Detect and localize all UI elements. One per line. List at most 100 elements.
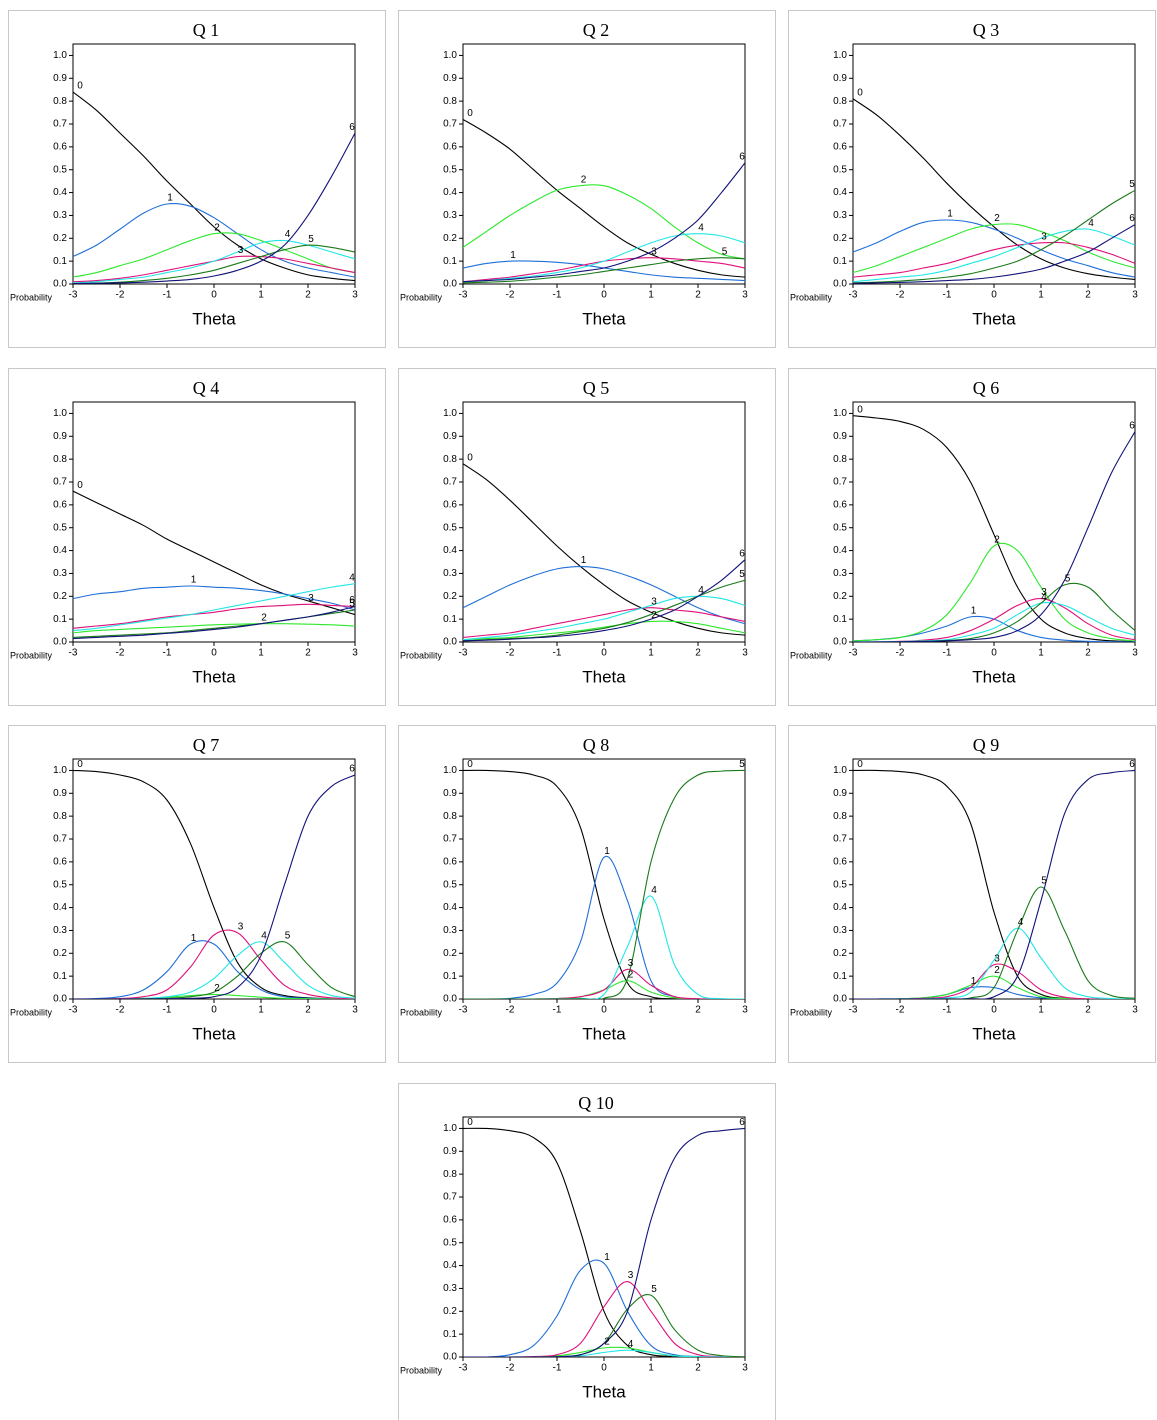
y-tick-label: 0.2 xyxy=(443,591,457,602)
y-tick-label: 1.0 xyxy=(833,408,847,419)
curve-label: 2 xyxy=(651,610,657,621)
y-tick-label: 0.7 xyxy=(443,477,457,488)
curve xyxy=(463,566,745,625)
curve-label: 1 xyxy=(581,555,587,566)
curve xyxy=(73,606,355,640)
chart-title: Q 2 xyxy=(583,20,610,40)
curves xyxy=(853,769,1135,999)
curve-label: 5 xyxy=(1041,876,1047,887)
curve xyxy=(463,1349,745,1357)
x-tick-label: -2 xyxy=(506,1005,515,1016)
chart-panel: Q 10 0.0 0.1 0.2 0.3 0.4 0.5 0.6 0.7 0.8 0.9 1.0 -3 -… xyxy=(398,1083,776,1420)
y-tick-label: 0.0 xyxy=(53,637,67,648)
y-tick-label: 1.0 xyxy=(443,765,457,776)
y-tick-label: 0.8 xyxy=(833,96,847,107)
curve xyxy=(463,968,745,999)
curve-label: 1 xyxy=(971,605,977,616)
y-tick-label: 0.3 xyxy=(53,925,67,936)
y-tick-label: 0.3 xyxy=(443,1283,457,1294)
y-tick-label: 0.7 xyxy=(833,834,847,845)
curve-label: 6 xyxy=(349,595,355,606)
y-tick-label: 0.7 xyxy=(53,119,67,130)
y-tick-label: 0.4 xyxy=(53,545,67,556)
x-tick-label: -2 xyxy=(506,1363,515,1374)
curve xyxy=(853,963,1135,999)
curve xyxy=(853,219,1135,278)
chart-title: Q 7 xyxy=(193,735,220,755)
curves xyxy=(73,91,355,284)
x-tick-label: -1 xyxy=(943,648,952,659)
y-tick-label: 1.0 xyxy=(833,50,847,61)
y-tick-label: 0.9 xyxy=(833,73,847,84)
x-tick-label: 3 xyxy=(742,648,748,659)
y-tick-label: 1.0 xyxy=(53,765,67,776)
y-tick-label: 0.1 xyxy=(53,614,67,625)
y-tick-label: 0.3 xyxy=(443,925,457,936)
x-tick-label: 3 xyxy=(1132,290,1138,301)
x-axis-label: Theta xyxy=(582,1024,626,1043)
y-tick-label: 0.3 xyxy=(443,568,457,579)
curve-label: 6 xyxy=(1129,759,1135,770)
x-tick-label: 0 xyxy=(601,1363,607,1374)
y-tick-label: 0.6 xyxy=(53,499,67,510)
curve xyxy=(463,118,745,278)
curve xyxy=(853,415,1135,642)
curves xyxy=(463,463,745,642)
curve-label: 4 xyxy=(349,572,355,583)
curves xyxy=(463,1127,745,1357)
curve-label: 0 xyxy=(467,108,473,119)
x-tick-label: 1 xyxy=(1038,1005,1044,1016)
curve-label: 0 xyxy=(467,1117,473,1128)
curve xyxy=(73,774,355,999)
curves xyxy=(73,769,355,999)
y-tick-label: 0.0 xyxy=(443,994,457,1005)
curve-label: 3 xyxy=(628,1270,634,1281)
x-tick-label: -2 xyxy=(116,1005,125,1016)
x-tick-label: 1 xyxy=(648,1363,654,1374)
panel-frame xyxy=(398,368,776,706)
curve xyxy=(853,927,1135,999)
curve-label: 4 xyxy=(285,229,291,240)
curve xyxy=(73,941,355,999)
curve xyxy=(73,623,355,634)
x-tick-label: -2 xyxy=(896,648,905,659)
x-tick-label: -1 xyxy=(553,1005,562,1016)
y-tick-label: 0.6 xyxy=(443,1214,457,1225)
curve-label: 0 xyxy=(77,480,83,491)
x-tick-label: 2 xyxy=(695,290,701,301)
y-tick-label: 0.2 xyxy=(443,233,457,244)
curve-label: 3 xyxy=(1041,587,1047,598)
y-tick-label: 0.7 xyxy=(53,477,67,488)
x-tick-label: 0 xyxy=(991,648,997,659)
x-tick-label: -3 xyxy=(69,648,78,659)
chart-panel: Q 6 0.0 0.1 0.2 0.3 0.4 0.5 0.6 0.7 0.8 0.9 1.0 -3 -2… xyxy=(788,368,1156,706)
panel-frame xyxy=(398,10,776,348)
x-tick-label: -3 xyxy=(849,1005,858,1016)
x-tick-label: 0 xyxy=(211,290,217,301)
curve xyxy=(463,257,745,284)
y-tick-label: 0.1 xyxy=(833,614,847,625)
curves xyxy=(853,98,1135,284)
y-tick-label: 0.2 xyxy=(833,233,847,244)
curve-label: 6 xyxy=(739,548,745,559)
curve xyxy=(73,232,355,278)
curve-label: 3 xyxy=(308,593,314,604)
curve-label: 3 xyxy=(238,921,244,932)
panel-frame xyxy=(8,10,386,348)
x-tick-label: -1 xyxy=(163,1005,172,1016)
chart-title: Q 9 xyxy=(973,735,1000,755)
y-tick-label: 0.2 xyxy=(443,948,457,959)
y-tick-label: 0.2 xyxy=(833,948,847,959)
y-axis-label: Probability xyxy=(10,1007,53,1017)
x-tick-label: 2 xyxy=(695,1005,701,1016)
x-tick-label: 1 xyxy=(648,290,654,301)
curve-label: 3 xyxy=(1041,231,1047,242)
chart-title: Q 6 xyxy=(973,378,1000,398)
x-tick-label: 3 xyxy=(742,1363,748,1374)
x-tick-label: 2 xyxy=(1085,1005,1091,1016)
y-tick-label: 0.5 xyxy=(443,522,457,533)
curve-label: 4 xyxy=(1041,592,1047,603)
x-axis-label: Theta xyxy=(582,309,626,328)
curve-label: 0 xyxy=(77,759,83,770)
